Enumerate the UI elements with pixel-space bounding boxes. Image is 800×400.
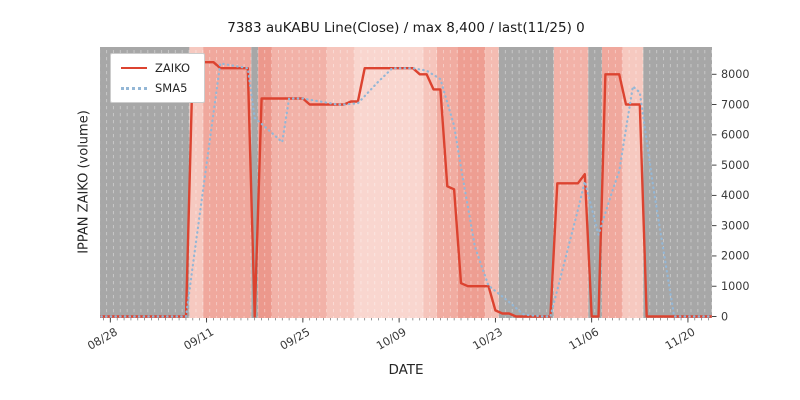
svg-text:3000: 3000 — [721, 219, 749, 232]
svg-text:11/20: 11/20 — [663, 325, 697, 352]
sma5-line-sample — [121, 86, 147, 90]
legend-label-sma5: SMA5 — [155, 81, 188, 95]
svg-text:09/11: 09/11 — [182, 325, 216, 352]
x-axis-label: DATE — [388, 362, 424, 378]
zaiko-line-sample — [121, 67, 147, 69]
legend-label-zaiko: ZAIKO — [155, 61, 191, 75]
legend-item-zaiko: ZAIKO — [121, 61, 190, 75]
svg-text:1000: 1000 — [721, 280, 749, 293]
svg-text:4000: 4000 — [721, 189, 749, 202]
svg-text:10/09: 10/09 — [374, 325, 408, 352]
svg-text:6000: 6000 — [721, 129, 749, 142]
svg-text:8000: 8000 — [721, 68, 749, 81]
chart-title: 7383 auKABU Line(Close) / max 8,400 / la… — [227, 20, 585, 36]
legend-item-sma5: SMA5 — [121, 81, 190, 95]
svg-text:10/23: 10/23 — [470, 325, 504, 352]
svg-text:11/06: 11/06 — [567, 325, 601, 352]
svg-text:5000: 5000 — [721, 159, 749, 172]
svg-text:0: 0 — [721, 310, 728, 323]
svg-text:08/28: 08/28 — [85, 325, 119, 352]
svg-text:2000: 2000 — [721, 250, 749, 263]
y-axis-label: IPPAN ZAIKO (volume) — [76, 110, 92, 254]
svg-text:09/25: 09/25 — [278, 325, 312, 352]
svg-text:7000: 7000 — [721, 98, 749, 111]
legend: ZAIKO SMA5 — [110, 53, 206, 103]
